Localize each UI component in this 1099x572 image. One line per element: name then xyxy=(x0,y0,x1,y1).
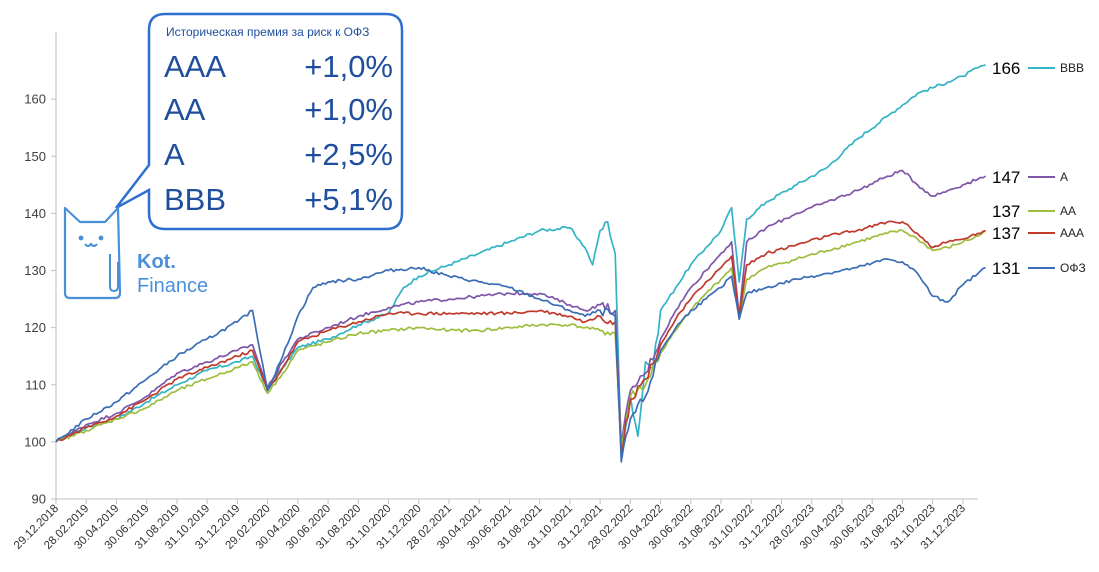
series-line-4 xyxy=(55,258,986,463)
callout-bubble xyxy=(115,12,404,231)
kot-finance-logo: Kot. Finance xyxy=(63,206,208,300)
callout-rating: AA xyxy=(164,92,206,127)
series-line-2 xyxy=(55,228,987,449)
cat-icon xyxy=(63,206,122,300)
series-line-0 xyxy=(55,64,986,458)
series-end-value: 131 xyxy=(992,259,1020,278)
y-tick-label: 150 xyxy=(24,149,46,164)
cat-tail-icon xyxy=(109,254,119,293)
y-tick-label: 120 xyxy=(24,320,46,335)
y-tick-label: 90 xyxy=(32,492,46,507)
x-axis: 29.12.201828.02.201930.04.201930.06.2019… xyxy=(12,498,978,552)
callout-premium: +1,0% xyxy=(304,49,393,84)
callout-title: Историческая премия за риск к ОФЗ xyxy=(166,25,369,39)
series-lines xyxy=(55,64,987,463)
y-tick-label: 160 xyxy=(24,92,46,107)
cat-mouth-icon xyxy=(84,242,98,247)
callout-premium: +1,0% xyxy=(304,92,393,127)
y-tick-label: 140 xyxy=(24,206,46,221)
callout-rating: A xyxy=(164,137,185,172)
series-end-value: 137 xyxy=(992,202,1020,221)
series-line-3 xyxy=(55,220,986,455)
logo-line2: Finance xyxy=(137,275,208,297)
callout-premium: +2,5% xyxy=(304,137,393,172)
y-tick-label: 110 xyxy=(25,377,46,392)
end-value-labels: 166 147 137 137 131 xyxy=(992,59,1020,278)
legend-label: BBB xyxy=(1060,61,1084,75)
y-axis: 90 100 110 120 130 140 150 160 xyxy=(24,32,57,507)
logo-line1: Kot. xyxy=(137,251,176,273)
legend-label: A xyxy=(1060,170,1068,184)
callout-rating: AAA xyxy=(164,49,226,84)
callout-premium: +5,1% xyxy=(304,182,393,217)
legend-label: AA xyxy=(1060,204,1076,218)
legend-label: AAA xyxy=(1060,226,1084,240)
series-line-1 xyxy=(55,169,987,446)
cat-eye-icon xyxy=(98,235,104,241)
series-end-value: 137 xyxy=(992,224,1020,243)
series-end-value: 166 xyxy=(992,59,1020,78)
cat-eye-icon xyxy=(78,235,84,241)
legend-label: ОФЗ xyxy=(1060,261,1086,275)
series-end-value: 147 xyxy=(992,168,1020,187)
y-tick-label: 100 xyxy=(24,434,46,449)
risk-premium-callout: Историческая премия за риск к ОФЗ AAA +1… xyxy=(115,12,404,231)
y-tick-label: 130 xyxy=(24,263,46,278)
callout-rating: BBB xyxy=(164,182,226,217)
